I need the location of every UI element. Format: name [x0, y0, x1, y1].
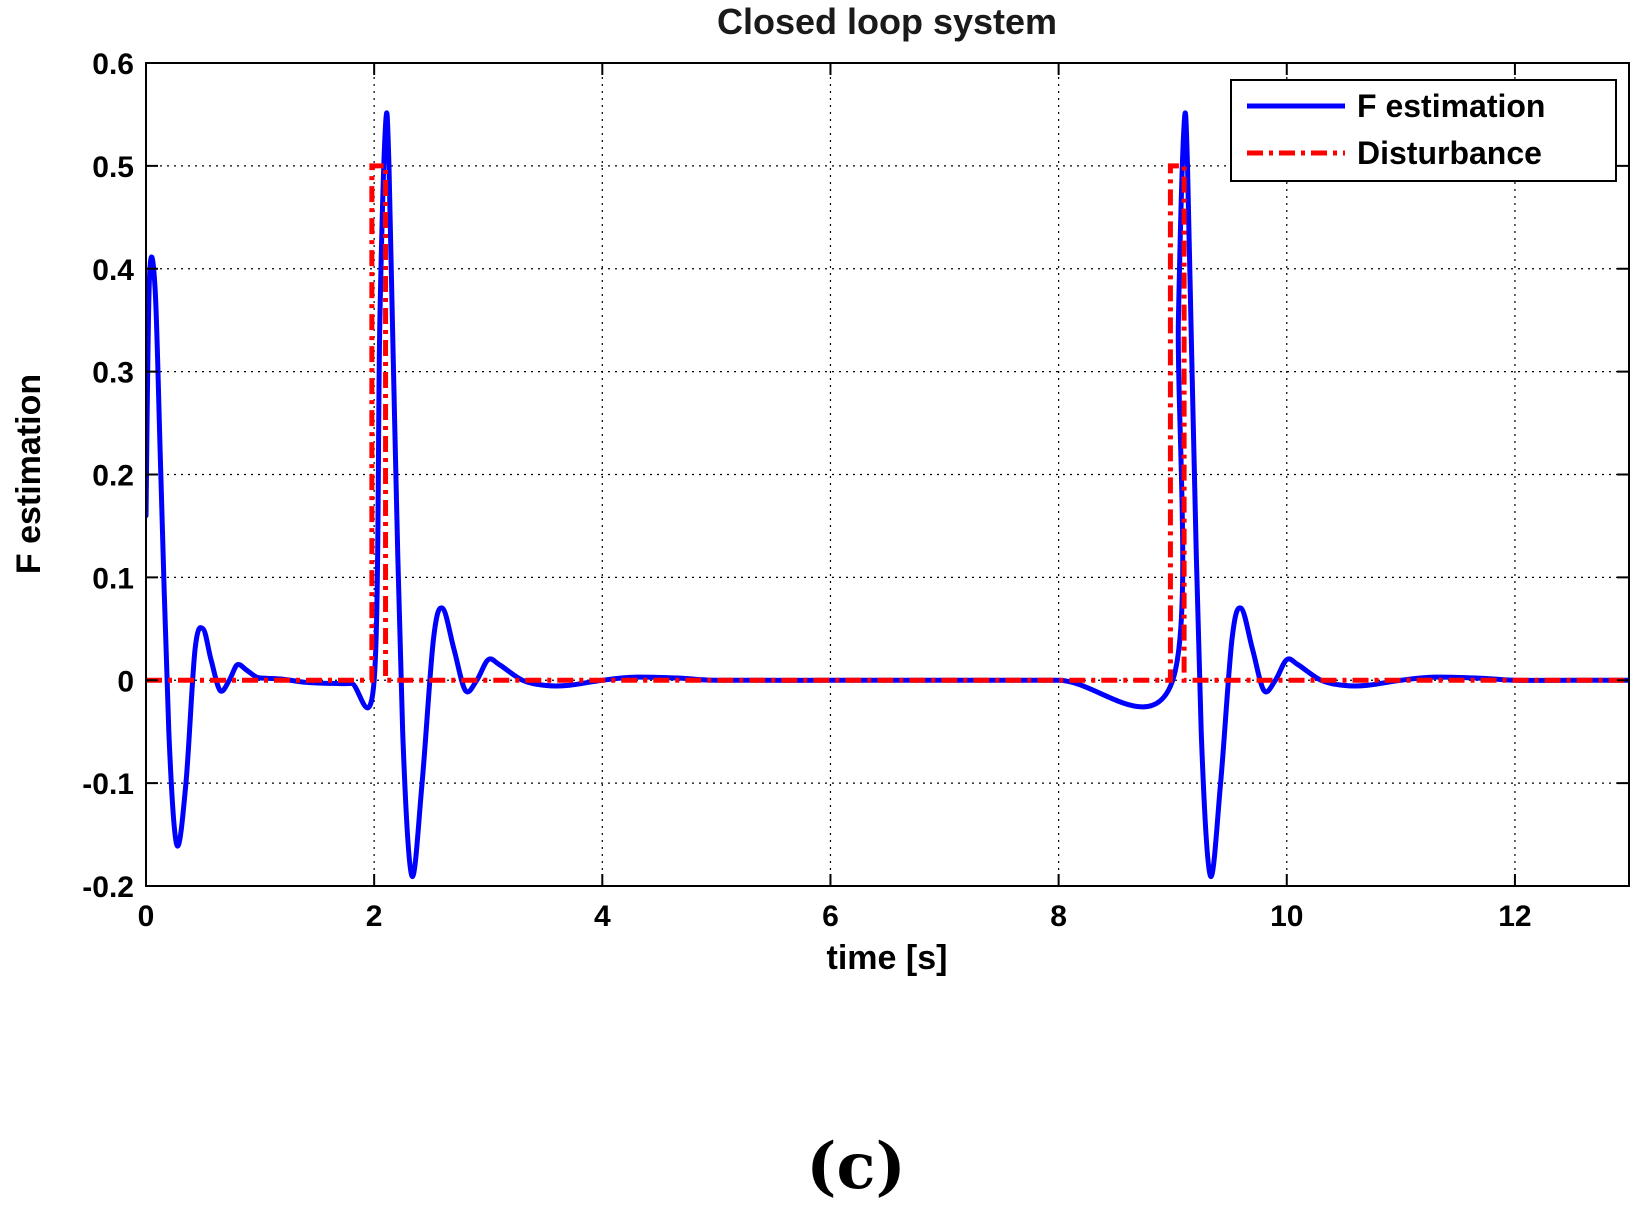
x-tick-label: 4 [594, 900, 611, 933]
x-axis-tick-labels: 0 2 4 6 8 10 12 [138, 900, 1532, 933]
x-tick-label: 2 [366, 900, 383, 933]
x-tick-label: 10 [1270, 900, 1303, 933]
legend: F estimation Disturbance [1230, 79, 1617, 182]
tick-marks [145, 62, 1629, 887]
series-line-disturbance [146, 163, 1629, 683]
plot-area [145, 62, 1630, 887]
y-tick-label: 0 [117, 665, 134, 698]
chart-title: Closed loop system [717, 1, 1057, 42]
series-line-f-estimation [146, 110, 1629, 879]
legend-box [1230, 79, 1617, 182]
data-series [146, 110, 1629, 879]
x-axis-label: time [s] [827, 939, 948, 977]
y-tick-label: 0.5 [92, 151, 134, 184]
legend-label-f-estimation: F estimation [1357, 88, 1545, 124]
legend-label-disturbance: Disturbance [1357, 135, 1542, 171]
x-tick-label: 0 [138, 900, 155, 933]
x-tick-label: 12 [1498, 900, 1531, 933]
y-tick-label: 0.1 [92, 562, 134, 595]
y-tick-label: 0.3 [92, 357, 134, 390]
y-tick-label: 0.6 [92, 48, 134, 81]
y-axis-tick-labels: -0.2 -0.1 0 0.1 0.2 0.3 0.4 0.5 0.6 [82, 48, 134, 904]
x-tick-label: 6 [822, 900, 839, 933]
y-tick-label: 0.4 [92, 254, 134, 287]
y-tick-label: -0.1 [82, 768, 134, 801]
x-tick-label: 8 [1050, 900, 1067, 933]
y-axis-label: F estimation [10, 374, 48, 574]
y-tick-label: -0.2 [82, 871, 134, 904]
plot-background [146, 63, 1629, 886]
y-tick-label: 0.2 [92, 460, 134, 493]
figure-caption: (c) [806, 1129, 906, 1204]
